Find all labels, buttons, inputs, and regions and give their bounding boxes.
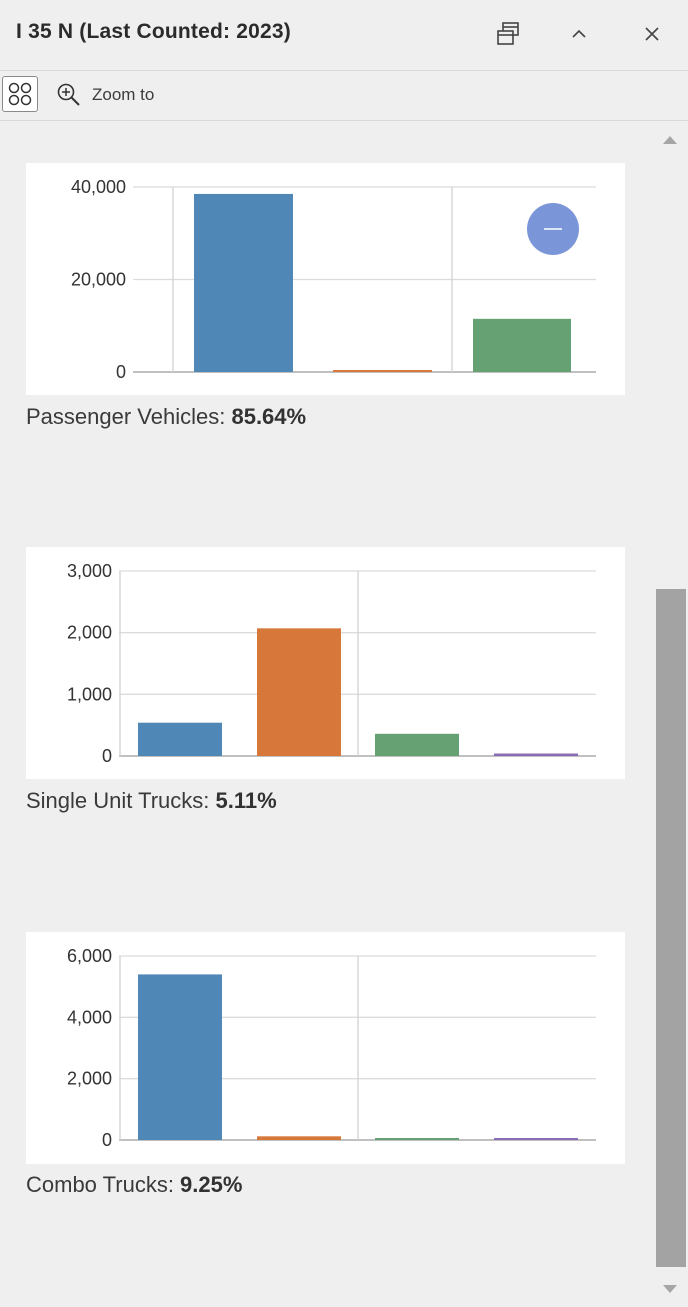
chart-single-unit-trucks: 0 1,000 2,000 3,000 <box>26 547 625 779</box>
chart-svg: 0 20,000 40,000 <box>71 177 596 382</box>
y-tick-label: 2,000 <box>67 623 112 643</box>
actions-grid-button[interactable] <box>2 76 38 112</box>
bar[interactable] <box>257 628 341 756</box>
y-tick-label: 2,000 <box>67 1069 112 1089</box>
bar[interactable] <box>494 753 578 756</box>
y-tick-label: 4,000 <box>67 1007 112 1027</box>
dock-icon <box>497 22 519 45</box>
y-tick-label: 20,000 <box>71 270 126 290</box>
grid-icon <box>8 82 32 106</box>
remove-button[interactable] <box>527 203 579 255</box>
scrollbar-thumb[interactable] <box>656 589 686 1267</box>
bar[interactable] <box>375 733 459 756</box>
panel-header: I 35 N (Last Counted: 2023) <box>0 0 688 71</box>
scroll-up-button[interactable] <box>662 133 678 151</box>
caption-label: Passenger Vehicles: <box>26 404 232 429</box>
caption-label: Combo Trucks: <box>26 1172 181 1197</box>
panel-title: I 35 N (Last Counted: 2023) <box>16 20 291 43</box>
bar[interactable] <box>194 193 293 372</box>
caret-down-icon <box>663 1285 677 1293</box>
zoom-to-button[interactable]: Zoom to <box>56 81 154 109</box>
chart-combo-trucks: 0 2,000 4,000 6,000 <box>26 932 625 1164</box>
bar[interactable] <box>138 974 222 1140</box>
caption-percent: 85.64% <box>231 404 307 429</box>
bar[interactable] <box>494 1138 578 1140</box>
bar[interactable] <box>257 1136 341 1140</box>
bar[interactable] <box>473 318 571 372</box>
dock-button[interactable] <box>494 20 522 48</box>
collapse-button[interactable] <box>565 20 593 48</box>
scroll-down-button[interactable] <box>662 1282 678 1300</box>
zoom-to-label: Zoom to <box>92 85 155 104</box>
chevron-up-icon <box>572 29 586 38</box>
caption-label: Single Unit Trucks: <box>26 788 216 813</box>
caption-percent: 5.11% <box>215 788 277 813</box>
y-tick-label: 6,000 <box>67 946 112 966</box>
chart-svg: 0 1,000 2,000 3,000 <box>67 561 596 766</box>
chart-passenger-vehicles: 0 20,000 40,000 <box>26 163 625 395</box>
caption-percent: 9.25% <box>180 1172 243 1197</box>
y-tick-label: 0 <box>102 746 112 766</box>
bar[interactable] <box>333 370 432 372</box>
bar[interactable] <box>138 722 222 756</box>
y-tick-label: 0 <box>116 362 126 382</box>
chart-svg: 0 2,000 4,000 6,000 <box>67 946 596 1150</box>
minus-icon <box>544 228 562 230</box>
y-tick-label: 40,000 <box>71 177 126 197</box>
caption-combo-trucks: Combo Trucks: 9.25% <box>26 1172 242 1198</box>
close-icon <box>645 27 659 41</box>
caret-up-icon <box>663 136 677 144</box>
zoom-in-icon <box>57 83 80 106</box>
caption-single-unit-trucks: Single Unit Trucks: 5.11% <box>26 788 277 814</box>
bar[interactable] <box>375 1138 459 1140</box>
caption-passenger-vehicles: Passenger Vehicles: 85.64% <box>26 404 306 430</box>
y-tick-label: 0 <box>102 1130 112 1150</box>
close-button[interactable] <box>638 20 666 48</box>
panel-toolbar: Zoom to <box>0 71 688 121</box>
y-tick-label: 3,000 <box>67 561 112 581</box>
y-tick-label: 1,000 <box>67 684 112 704</box>
